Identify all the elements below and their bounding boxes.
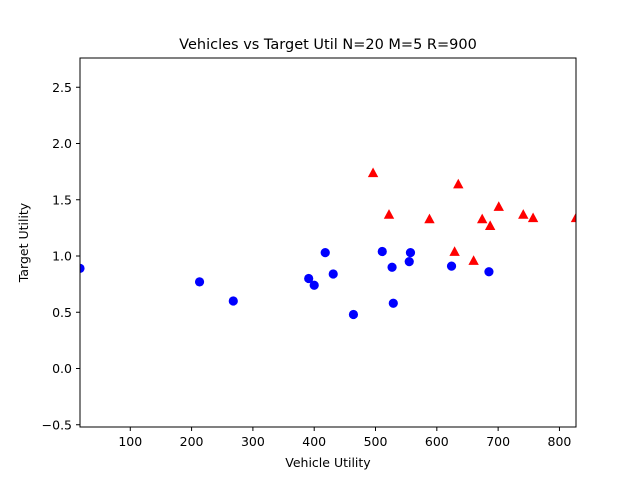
y-tick-label: 2.0 [52,136,72,151]
data-point-triangle [570,212,576,223]
y-tick-label: 1.5 [52,192,72,207]
x-axis-label: Vehicle Utility [285,455,371,470]
data-point-circle [348,309,359,320]
y-tick-label: 0.0 [52,361,72,376]
data-point-triangle [383,209,395,219]
y-tick-label: −0.5 [42,417,72,432]
data-point-circle [446,261,457,271]
data-point-circle [304,273,314,284]
data-point-circle [309,280,319,290]
data-point-circle [228,296,238,306]
x-tick-label: 200 [180,434,204,449]
x-tick-label: 600 [425,434,449,449]
x-tick-label: 100 [118,434,142,449]
data-point-circle [404,257,414,267]
y-tick-label: 2.5 [52,80,72,95]
data-point-circle [405,248,416,258]
x-tick-label: 500 [364,434,388,449]
data-point-triangle [476,213,488,224]
data-point-circle [328,269,338,279]
data-point-triangle [449,246,460,256]
y-tick-label: 1.0 [52,249,72,264]
data-point-triangle [518,209,529,219]
x-tick-label: 700 [486,434,510,449]
data-point-circle [484,267,494,277]
data-point-triangle [468,255,479,265]
data-point-triangle [453,178,464,189]
data-point-circle [387,262,397,272]
chart-title: Vehicles vs Target Util N=20 M=5 R=900 [179,37,477,53]
data-point-circle [194,277,205,287]
plot-frame [79,57,577,428]
data-point-triangle [484,220,496,231]
data-point-circle [388,298,398,308]
data-point-triangle [424,213,435,224]
y-axis-label: Target Utility [16,202,31,283]
data-point-circle [377,246,387,257]
axis-ticks: 100 200 300 400 500 600 700 800 −0.5 0.0 0.5 1.0 1.5… [42,80,572,449]
data-point-circle [320,248,330,258]
data-point-circle [80,263,85,273]
data-point-triangle [493,201,504,211]
x-tick-label: 800 [548,434,572,449]
data-point-triangle [367,167,379,178]
x-tick-label: 300 [241,434,265,449]
plot-area [80,167,576,320]
x-tick-label: 400 [302,434,326,449]
data-point-triangle [527,212,539,223]
y-tick-label: 0.5 [52,305,72,320]
